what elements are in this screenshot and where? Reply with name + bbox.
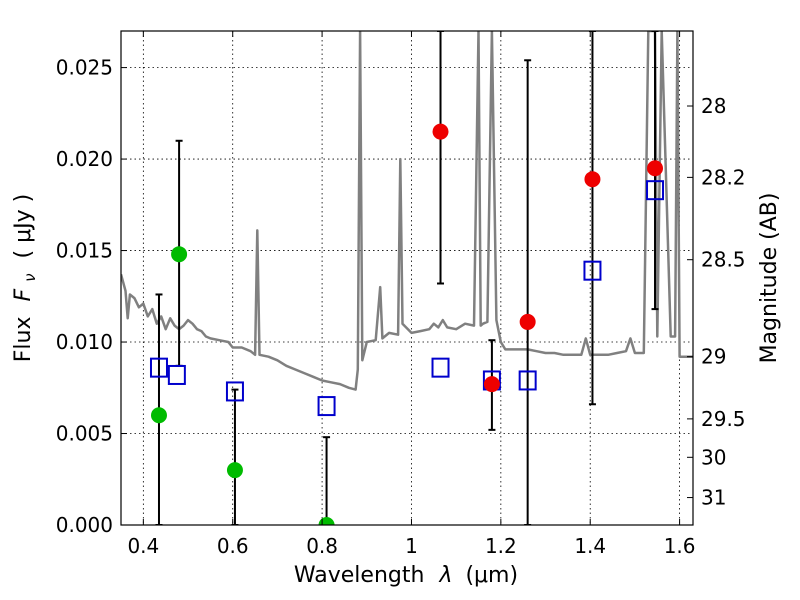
- y-tick-label: 0.005: [56, 422, 113, 446]
- data-point: [171, 246, 188, 263]
- model-photometry-square: [225, 381, 244, 402]
- model-photometry-square: [646, 180, 665, 201]
- model-photometry-square: [317, 396, 336, 417]
- y2-tick-label: 29.5: [701, 407, 746, 431]
- x-tick-label: 1.2: [485, 534, 517, 558]
- x-tick-label: 0.8: [306, 534, 338, 558]
- x-tick-label: 1.6: [664, 534, 696, 558]
- data-point: [432, 123, 449, 140]
- x-axis-label: Wavelength λ (μm): [294, 563, 518, 588]
- y2-axis-label: Magnitude (AB): [757, 193, 782, 364]
- y2-tick-label: 28.5: [701, 248, 746, 272]
- data-point: [150, 407, 167, 424]
- model-photometry-square: [431, 357, 450, 378]
- x-tick-label: 1.4: [574, 534, 606, 558]
- y-tick-label: 0.015: [56, 239, 113, 263]
- data-point: [519, 313, 536, 330]
- x-tick-label: 0.4: [127, 534, 159, 558]
- grid: [121, 31, 693, 526]
- axes-frame: [120, 30, 694, 526]
- model-photometry-square: [167, 364, 186, 385]
- plot-area: [121, 31, 693, 525]
- x-tick-label: 1: [405, 534, 418, 558]
- data-point: [584, 171, 601, 188]
- y2-tick-label: 30: [701, 445, 726, 469]
- y2-tick-label: 28.2: [701, 165, 746, 189]
- model-photometry-square: [149, 357, 168, 378]
- y-axis-label: Flux F ν ( μJy ): [11, 194, 41, 362]
- data-point: [318, 517, 335, 525]
- y-tick-label: 0.020: [56, 147, 113, 171]
- y-tick-label: 0.025: [56, 56, 113, 80]
- y-tick-label: 0.010: [56, 330, 113, 354]
- ticks: 0.4 0.6 0.8 1 1.2 1.4 1.6 0.000 0.005 0.010 0.015 0…: [56, 31, 746, 558]
- y2-tick-label: 29: [701, 345, 726, 369]
- model-photometry-square: [518, 370, 537, 391]
- model-photometry-square: [583, 260, 602, 281]
- spectrum-line: [121, 31, 693, 391]
- x-tick-label: 0.6: [217, 534, 249, 558]
- y2-tick-label: 28: [701, 94, 726, 118]
- data-point: [647, 160, 664, 177]
- y-tick-label: 0.000: [56, 513, 113, 537]
- data-point: [226, 462, 243, 479]
- y2-tick-label: 31: [701, 486, 726, 510]
- data-point: [483, 376, 500, 393]
